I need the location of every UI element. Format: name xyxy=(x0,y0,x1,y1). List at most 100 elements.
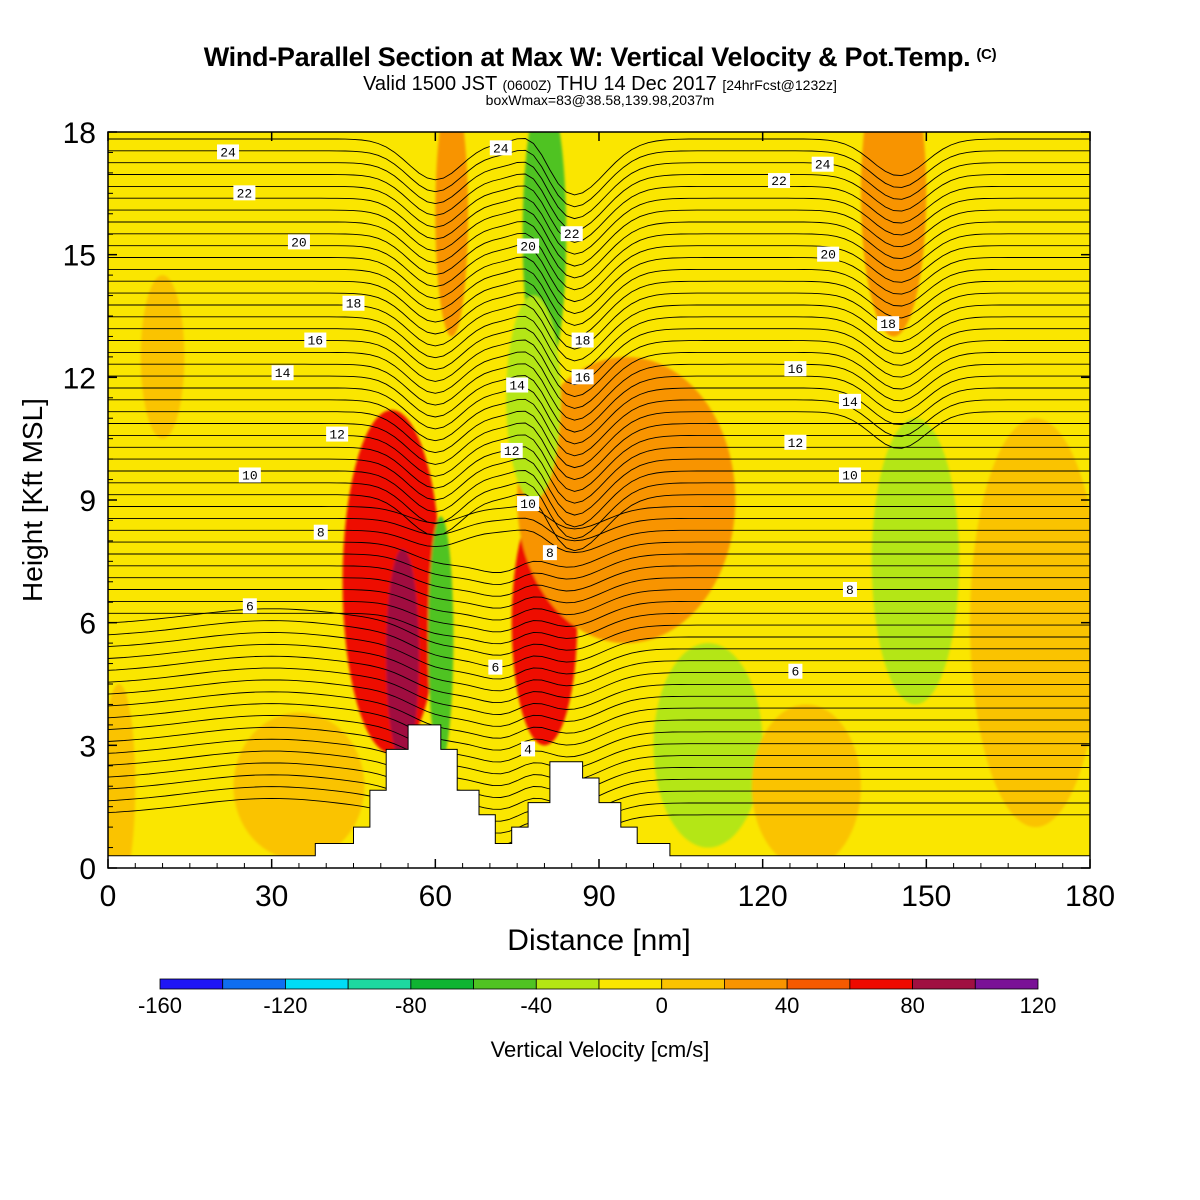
contour-label-15: 14 xyxy=(271,365,294,381)
colorbar-bin-3 xyxy=(347,978,412,990)
velocity-feature-6 xyxy=(506,295,561,500)
x-tick-label: 120 xyxy=(738,880,788,913)
contour-label-20: 12 xyxy=(784,434,807,451)
terrain xyxy=(108,724,1090,868)
velocity-feature-12 xyxy=(233,712,365,860)
isentrope-14 xyxy=(108,632,1090,680)
isentrope-48 xyxy=(108,244,1090,303)
isentrope-42 xyxy=(108,315,1090,374)
contour-label-8: 20 xyxy=(817,246,840,263)
contour-label-9: 18 xyxy=(342,295,365,312)
contour-label-text: 6 xyxy=(246,599,254,614)
contour-label-0: 24 xyxy=(217,144,240,160)
isentrope-10 xyxy=(108,679,1090,727)
isentrope-28 xyxy=(108,481,1090,540)
contour-label-text: 12 xyxy=(788,436,804,451)
isentrope-13 xyxy=(108,643,1090,692)
contour-label-text: 20 xyxy=(820,248,836,263)
isentrope-47 xyxy=(108,256,1090,314)
contour-label-16: 14 xyxy=(506,377,529,394)
colorbar-bin-8 xyxy=(661,978,725,990)
forecast-info: [24hrFcst@1232z] xyxy=(722,77,837,93)
y-tick-label: 9 xyxy=(79,485,96,518)
colorbar-title: Vertical Velocity [cm/s] xyxy=(491,1037,710,1062)
colorbar-bin-2 xyxy=(285,978,349,990)
y-tick-label: 0 xyxy=(79,853,96,886)
contour-label-text: 24 xyxy=(493,141,509,156)
terrain-profile xyxy=(108,724,1090,868)
contour-label-14: 16 xyxy=(784,361,807,377)
isentrope-46 xyxy=(108,268,1090,326)
chart-title: Wind-Parallel Section at Max W: Vertical… xyxy=(0,42,1200,73)
isentrope-54 xyxy=(108,173,1090,231)
isentrope-45 xyxy=(108,280,1090,338)
isentrope-7 xyxy=(108,715,1090,763)
colorbar-tick-label: 40 xyxy=(775,993,799,1018)
isentrope-12 xyxy=(108,655,1090,704)
contour-label-text: 6 xyxy=(491,661,499,676)
colorbar-bin-5 xyxy=(473,978,537,990)
contour-label-text: 16 xyxy=(575,370,591,385)
colorbar-bin-0 xyxy=(159,978,224,990)
isentrope-40 xyxy=(108,339,1090,397)
contour-label-text: 14 xyxy=(509,379,525,394)
copyright-tag: (C) xyxy=(976,46,997,63)
contour-label-7: 20 xyxy=(517,238,540,254)
contour-label-text: 18 xyxy=(575,334,591,349)
isentrope-29 xyxy=(108,470,1090,528)
colorbar-bin-7 xyxy=(598,978,663,990)
valid-utc: (0600Z) xyxy=(502,77,552,93)
isentrope-19 xyxy=(108,589,1090,621)
colorbar-tick-label: -160 xyxy=(138,993,182,1018)
x-tick-label: 60 xyxy=(419,880,452,913)
contour-label-text: 10 xyxy=(520,497,536,512)
isentrope-23 xyxy=(108,541,1090,573)
y-tick-label: 6 xyxy=(79,608,96,641)
contour-label-3: 22 xyxy=(233,185,256,201)
contour-label-19: 12 xyxy=(500,442,523,459)
colorbar: -160 -120 -80 -40 0 40 80 120 xyxy=(138,978,1056,1018)
isentrope-52 xyxy=(108,197,1090,255)
contour-label-text: 24 xyxy=(220,145,236,160)
contour-label-22: 10 xyxy=(517,496,540,512)
isentrope-22 xyxy=(108,553,1090,585)
contour-label-text: 20 xyxy=(291,235,307,250)
valid-date: THU 14 Dec 2017 xyxy=(556,73,717,95)
isentrope-38 xyxy=(108,363,1090,421)
isentrope-11 xyxy=(108,667,1090,715)
contour-label-24: 8 xyxy=(313,524,328,541)
velocity-feature-10 xyxy=(435,132,469,337)
isentrope-34 xyxy=(108,410,1090,469)
valid-time-line: Valid 1500 JST (0600Z) THU 14 Dec 2017 [… xyxy=(0,73,1200,96)
contour-label-23: 10 xyxy=(838,467,861,483)
x-tick-label: 150 xyxy=(901,880,951,913)
isentrope-27 xyxy=(108,493,1090,552)
colorbar-bin-11 xyxy=(849,978,913,990)
isentrope-35 xyxy=(108,398,1090,457)
velocity-feature-4 xyxy=(517,356,736,644)
contour-label-27: 6 xyxy=(242,598,257,614)
isentrope-24 xyxy=(108,529,1090,554)
isentrope-9 xyxy=(108,691,1090,739)
colorbar-bin-10 xyxy=(786,978,851,990)
isentrope-50 xyxy=(108,221,1090,279)
contour-labels: 24 24 24 22 22 22 20 20 20 18 18 18 16 16 16 14 14 14 12 12… xyxy=(217,140,900,757)
contour-label-text: 4 xyxy=(524,742,532,757)
isentrope-21 xyxy=(108,565,1090,597)
y-axis-title: Height [Kft MSL] xyxy=(17,398,48,602)
contour-label-28: 6 xyxy=(488,659,503,676)
contour-label-text: 8 xyxy=(846,583,854,598)
contour-label-17: 14 xyxy=(838,393,861,410)
contour-label-text: 6 xyxy=(791,665,799,680)
contour-label-text: 12 xyxy=(329,428,345,443)
contour-label-6: 20 xyxy=(287,234,310,250)
velocity-feature-13 xyxy=(140,275,185,439)
isentrope-8 xyxy=(108,703,1090,751)
contour-label-2: 24 xyxy=(811,156,834,173)
colorbar-bin-9 xyxy=(724,978,788,990)
contour-label-text: 22 xyxy=(564,227,580,242)
isentrope-17 xyxy=(108,612,1090,645)
contour-label-text: 14 xyxy=(275,366,291,381)
contour-label-text: 24 xyxy=(815,158,831,173)
